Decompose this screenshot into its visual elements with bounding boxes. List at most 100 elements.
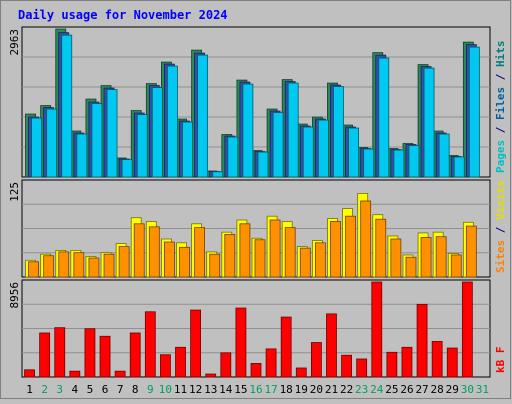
bar-sites-day-16 (254, 239, 266, 278)
axis-label-kb-f: kB F (494, 347, 507, 374)
x-tick-day-24: 24 (370, 383, 384, 396)
bar-pages-day-17 (272, 112, 284, 178)
bar-pages-day-27 (423, 67, 435, 178)
bar-pages-day-12 (197, 54, 209, 178)
bar-pages-day-28 (438, 133, 450, 178)
x-tick-day-5: 5 (87, 383, 94, 396)
bar-pages-day-10 (167, 65, 178, 178)
axis-label-hits: Hits (494, 41, 507, 68)
bar-pages-day-11 (182, 121, 193, 178)
x-tick-day-23: 23 (355, 383, 368, 396)
panel-traffic-top: 2963 Pages / Files / Hits (8, 26, 507, 178)
bar-sites-day-1 (28, 261, 39, 278)
x-tick-day-13: 13 (204, 383, 217, 396)
x-tick-day-21: 21 (325, 383, 338, 396)
bar-pages-day-1 (31, 117, 42, 178)
bar-kb-f-day-26 (401, 346, 413, 378)
bar-kb-f-day-22 (341, 354, 352, 378)
bar-kb-f-day-29 (446, 347, 458, 378)
bar-pages-day-3 (61, 34, 73, 178)
axis-label-separator: / (494, 67, 507, 87)
bar-kb-f-day-20 (310, 342, 322, 378)
series-pages (31, 34, 480, 178)
chart-panels: 2963 Pages / Files / Hits 125 Sites / Visit… (8, 26, 507, 378)
axis-label-separator: / (494, 120, 507, 140)
x-tick-day-12: 12 (189, 383, 202, 396)
bar-kb-f-day-7 (114, 370, 126, 378)
x-tick-day-28: 28 (431, 383, 444, 396)
panel-kbytes-series-labels: kB F (494, 347, 507, 374)
bar-sites-day-17 (269, 219, 281, 278)
x-tick-day-8: 8 (132, 383, 139, 396)
x-tick-day-4: 4 (72, 383, 79, 396)
bar-pages-day-24 (378, 57, 390, 178)
panel-visitors-ymax-label: 125 (8, 182, 21, 202)
axis-label-visits: Visits (494, 180, 507, 220)
bar-kb-f-day-27 (416, 303, 428, 378)
x-tick-day-25: 25 (385, 383, 398, 396)
x-tick-day-7: 7 (117, 383, 124, 396)
bar-pages-day-2 (46, 108, 58, 178)
axis-label-pages: Pages (494, 140, 507, 173)
x-tick-day-16: 16 (249, 383, 262, 396)
x-tick-day-10: 10 (159, 383, 172, 396)
bar-kb-f-day-30 (461, 281, 473, 378)
series-sites (28, 200, 477, 278)
series-kb-f (24, 281, 473, 378)
bar-sites-day-24 (375, 218, 387, 278)
bar-pages-day-20 (317, 119, 329, 178)
bar-pages-day-13 (212, 171, 224, 178)
bar-sites-day-28 (435, 236, 447, 278)
bar-pages-day-15 (242, 83, 254, 178)
bar-sites-day-3 (58, 251, 70, 278)
x-tick-day-17: 17 (264, 383, 277, 396)
x-tick-day-30: 30 (461, 383, 474, 396)
bar-sites-day-10 (164, 241, 175, 278)
bar-kb-f-day-16 (250, 363, 262, 378)
x-tick-day-20: 20 (310, 383, 323, 396)
bar-pages-day-22 (348, 127, 359, 178)
bar-pages-day-4 (76, 133, 88, 178)
bar-sites-day-13 (209, 253, 221, 278)
axis-label-files: Files (494, 87, 507, 120)
bar-sites-day-19 (299, 247, 311, 278)
bar-sites-day-4 (73, 252, 85, 278)
bar-kb-f-day-28 (431, 341, 443, 378)
x-tick-day-3: 3 (56, 383, 63, 396)
bar-kb-f-day-21 (326, 313, 337, 378)
bar-sites-day-27 (420, 237, 432, 278)
bar-kb-f-day-14 (220, 352, 232, 378)
x-tick-day-15: 15 (234, 383, 247, 396)
bar-pages-day-25 (393, 149, 405, 178)
bar-pages-day-6 (106, 89, 118, 178)
x-tick-day-26: 26 (400, 383, 413, 396)
bar-pages-day-26 (408, 145, 420, 178)
x-tick-day-18: 18 (280, 383, 293, 396)
panel-kbytes-ymax-label: 8956 (8, 282, 21, 309)
bar-kb-f-day-18 (280, 316, 292, 378)
bar-pages-day-5 (91, 103, 103, 178)
bar-sites-day-18 (284, 227, 296, 278)
panel-visitors-series-labels: Sites / Visits (494, 180, 507, 273)
bar-sites-day-2 (43, 255, 55, 278)
x-tick-day-29: 29 (446, 383, 459, 396)
bar-pages-day-21 (333, 86, 344, 178)
bar-kb-f-day-2 (39, 332, 51, 378)
bar-sites-day-30 (465, 225, 477, 278)
bar-kb-f-day-19 (295, 367, 307, 378)
x-tick-day-6: 6 (102, 383, 109, 396)
bar-sites-day-15 (239, 223, 251, 278)
bar-kb-f-day-25 (386, 351, 398, 378)
bar-sites-day-12 (194, 227, 206, 278)
bar-kb-f-day-8 (129, 332, 141, 378)
bar-sites-day-25 (390, 238, 402, 278)
bar-kb-f-day-11 (175, 346, 186, 378)
x-tick-day-27: 27 (415, 383, 428, 396)
bar-pages-day-19 (302, 126, 314, 178)
x-tick-day-31: 31 (476, 383, 489, 396)
bar-pages-day-30 (468, 46, 480, 178)
x-axis-day-labels: 1 2 3 4 5 6 7 8 9 10 11 12 13 14 15 16 17 18 19 20 21 22 23 24 2… (26, 383, 489, 396)
bar-sites-day-20 (314, 242, 326, 278)
bar-pages-day-7 (121, 159, 133, 178)
